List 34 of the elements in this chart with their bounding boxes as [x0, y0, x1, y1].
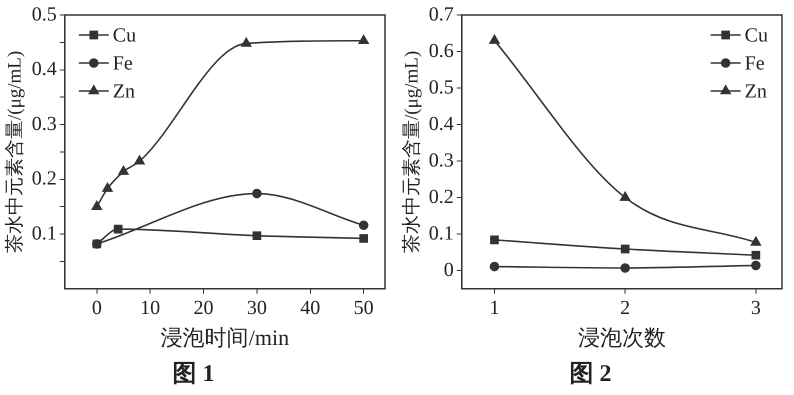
legend-label: Fe: [112, 52, 133, 74]
x-tick-label: 3: [750, 297, 761, 320]
x-tick-label: 1: [489, 297, 500, 320]
x-tick-label: 30: [246, 297, 267, 320]
x-axis-title: 浸泡次数: [578, 324, 666, 350]
y-axis-title: 茶水中元素含量/(μg/mL): [4, 50, 26, 254]
x-tick-label: 0: [92, 297, 102, 320]
y-tick-label: 0.4: [428, 112, 454, 135]
x-tick-label: 50: [354, 297, 374, 320]
x-tick-label: 10: [140, 297, 160, 320]
y-tick-label: 0.1: [32, 222, 57, 244]
y-tick-label: 0.5: [428, 76, 454, 98]
y-tick-label: 0.1: [428, 222, 454, 244]
y-tick-label: 0.2: [32, 168, 57, 190]
legend-label: Fe: [744, 52, 765, 74]
legend-label: Cu: [744, 24, 768, 46]
legend-label: Cu: [112, 24, 136, 46]
legend-label: Zn: [744, 80, 767, 102]
y-tick-label: 0: [444, 258, 454, 281]
y-tick-label: 0.6: [428, 40, 454, 62]
x-tick-label: 40: [300, 297, 320, 320]
y-tick-label: 0.7: [428, 3, 454, 26]
legend-label: Zn: [112, 80, 136, 102]
x-tick-label: 2: [620, 297, 630, 320]
x-tick-label: 20: [194, 297, 214, 320]
y-axis-title: 茶水中元素含量/(μg/mL): [401, 50, 422, 254]
y-tick-label: 0.3: [428, 149, 454, 172]
y-tick-label: 0.3: [32, 112, 57, 135]
y-tick-label: 0.2: [428, 186, 454, 208]
text: 图 2: [570, 360, 612, 387]
y-tick-label: 0.5: [32, 3, 57, 26]
y-tick-label: 0.4: [32, 58, 57, 80]
text: 图 1: [172, 360, 214, 387]
x-axis-title: 浸泡时间/min: [160, 324, 290, 350]
